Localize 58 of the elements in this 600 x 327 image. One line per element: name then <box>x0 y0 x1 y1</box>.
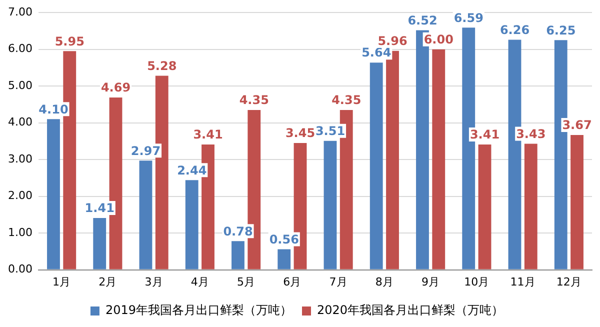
data-label: 6.26 <box>500 22 530 37</box>
data-label: 0.78 <box>223 224 253 238</box>
data-label: 5.64 <box>362 46 392 60</box>
data-label: 4.35 <box>332 93 362 108</box>
bar <box>524 144 538 270</box>
data-label: 6.52 <box>408 13 438 28</box>
bar <box>324 140 337 270</box>
x-tick-label: 1月 <box>52 275 71 288</box>
data-label: 3.41 <box>470 128 500 142</box>
x-tick-label: 9月 <box>422 275 440 288</box>
data-label: 4.35 <box>239 93 269 108</box>
x-tick-label: 3月 <box>144 275 163 288</box>
bar <box>478 144 492 270</box>
data-label: 2.97 <box>130 144 161 158</box>
bar <box>185 180 198 270</box>
bar <box>139 160 152 270</box>
data-label: 1.41 <box>84 201 114 216</box>
bar <box>232 241 244 270</box>
data-label: 3.43 <box>516 126 546 141</box>
y-tick-label: 0.00 <box>8 262 32 276</box>
data-label: 5.96 <box>378 34 408 48</box>
x-tick-label: 2月 <box>98 275 117 288</box>
bar <box>93 218 106 270</box>
x-tick-label: 10月 <box>464 275 490 288</box>
x-tick-label: 5月 <box>237 275 256 288</box>
x-tick-label: 8月 <box>375 275 394 288</box>
x-tick-label: 12月 <box>556 275 582 288</box>
bar <box>47 119 60 270</box>
y-tick-label: 3.00 <box>8 152 32 166</box>
data-label: 4.69 <box>100 80 131 95</box>
data-label: 6.25 <box>546 23 576 38</box>
x-tick-label: 11月 <box>510 275 536 288</box>
y-tick-label: 5.00 <box>8 78 32 92</box>
data-label: 3.51 <box>315 124 346 138</box>
y-tick-label: 4.00 <box>8 116 32 129</box>
bar <box>370 62 383 270</box>
data-label: 0.56 <box>269 232 299 246</box>
data-label: 4.10 <box>38 102 68 116</box>
data-label: 3.67 <box>562 118 592 132</box>
bar <box>432 49 446 270</box>
legend-label: 2020年我国各月出口鲜梨（万吨） <box>317 303 504 318</box>
y-tick-label: 2.00 <box>8 189 32 202</box>
bar <box>278 249 291 270</box>
data-label: 3.41 <box>193 128 223 142</box>
data-label: 3.45 <box>285 126 316 140</box>
legend-label: 2019年我国各月出口鲜梨（万吨） <box>105 303 292 318</box>
x-tick-label: 6月 <box>283 275 302 288</box>
data-label: 6.00 <box>424 32 454 46</box>
y-tick-label: 7.00 <box>8 5 32 18</box>
y-tick-label: 1.00 <box>8 226 32 239</box>
data-label: 6.59 <box>454 10 484 25</box>
x-tick-label: 4月 <box>190 275 209 288</box>
x-tick-label: 7月 <box>329 275 348 288</box>
data-label: 5.28 <box>147 58 177 73</box>
y-tick-label: 6.00 <box>8 42 32 56</box>
bar <box>570 134 584 270</box>
data-label: 5.95 <box>54 34 84 48</box>
data-label: 2.44 <box>177 163 207 178</box>
